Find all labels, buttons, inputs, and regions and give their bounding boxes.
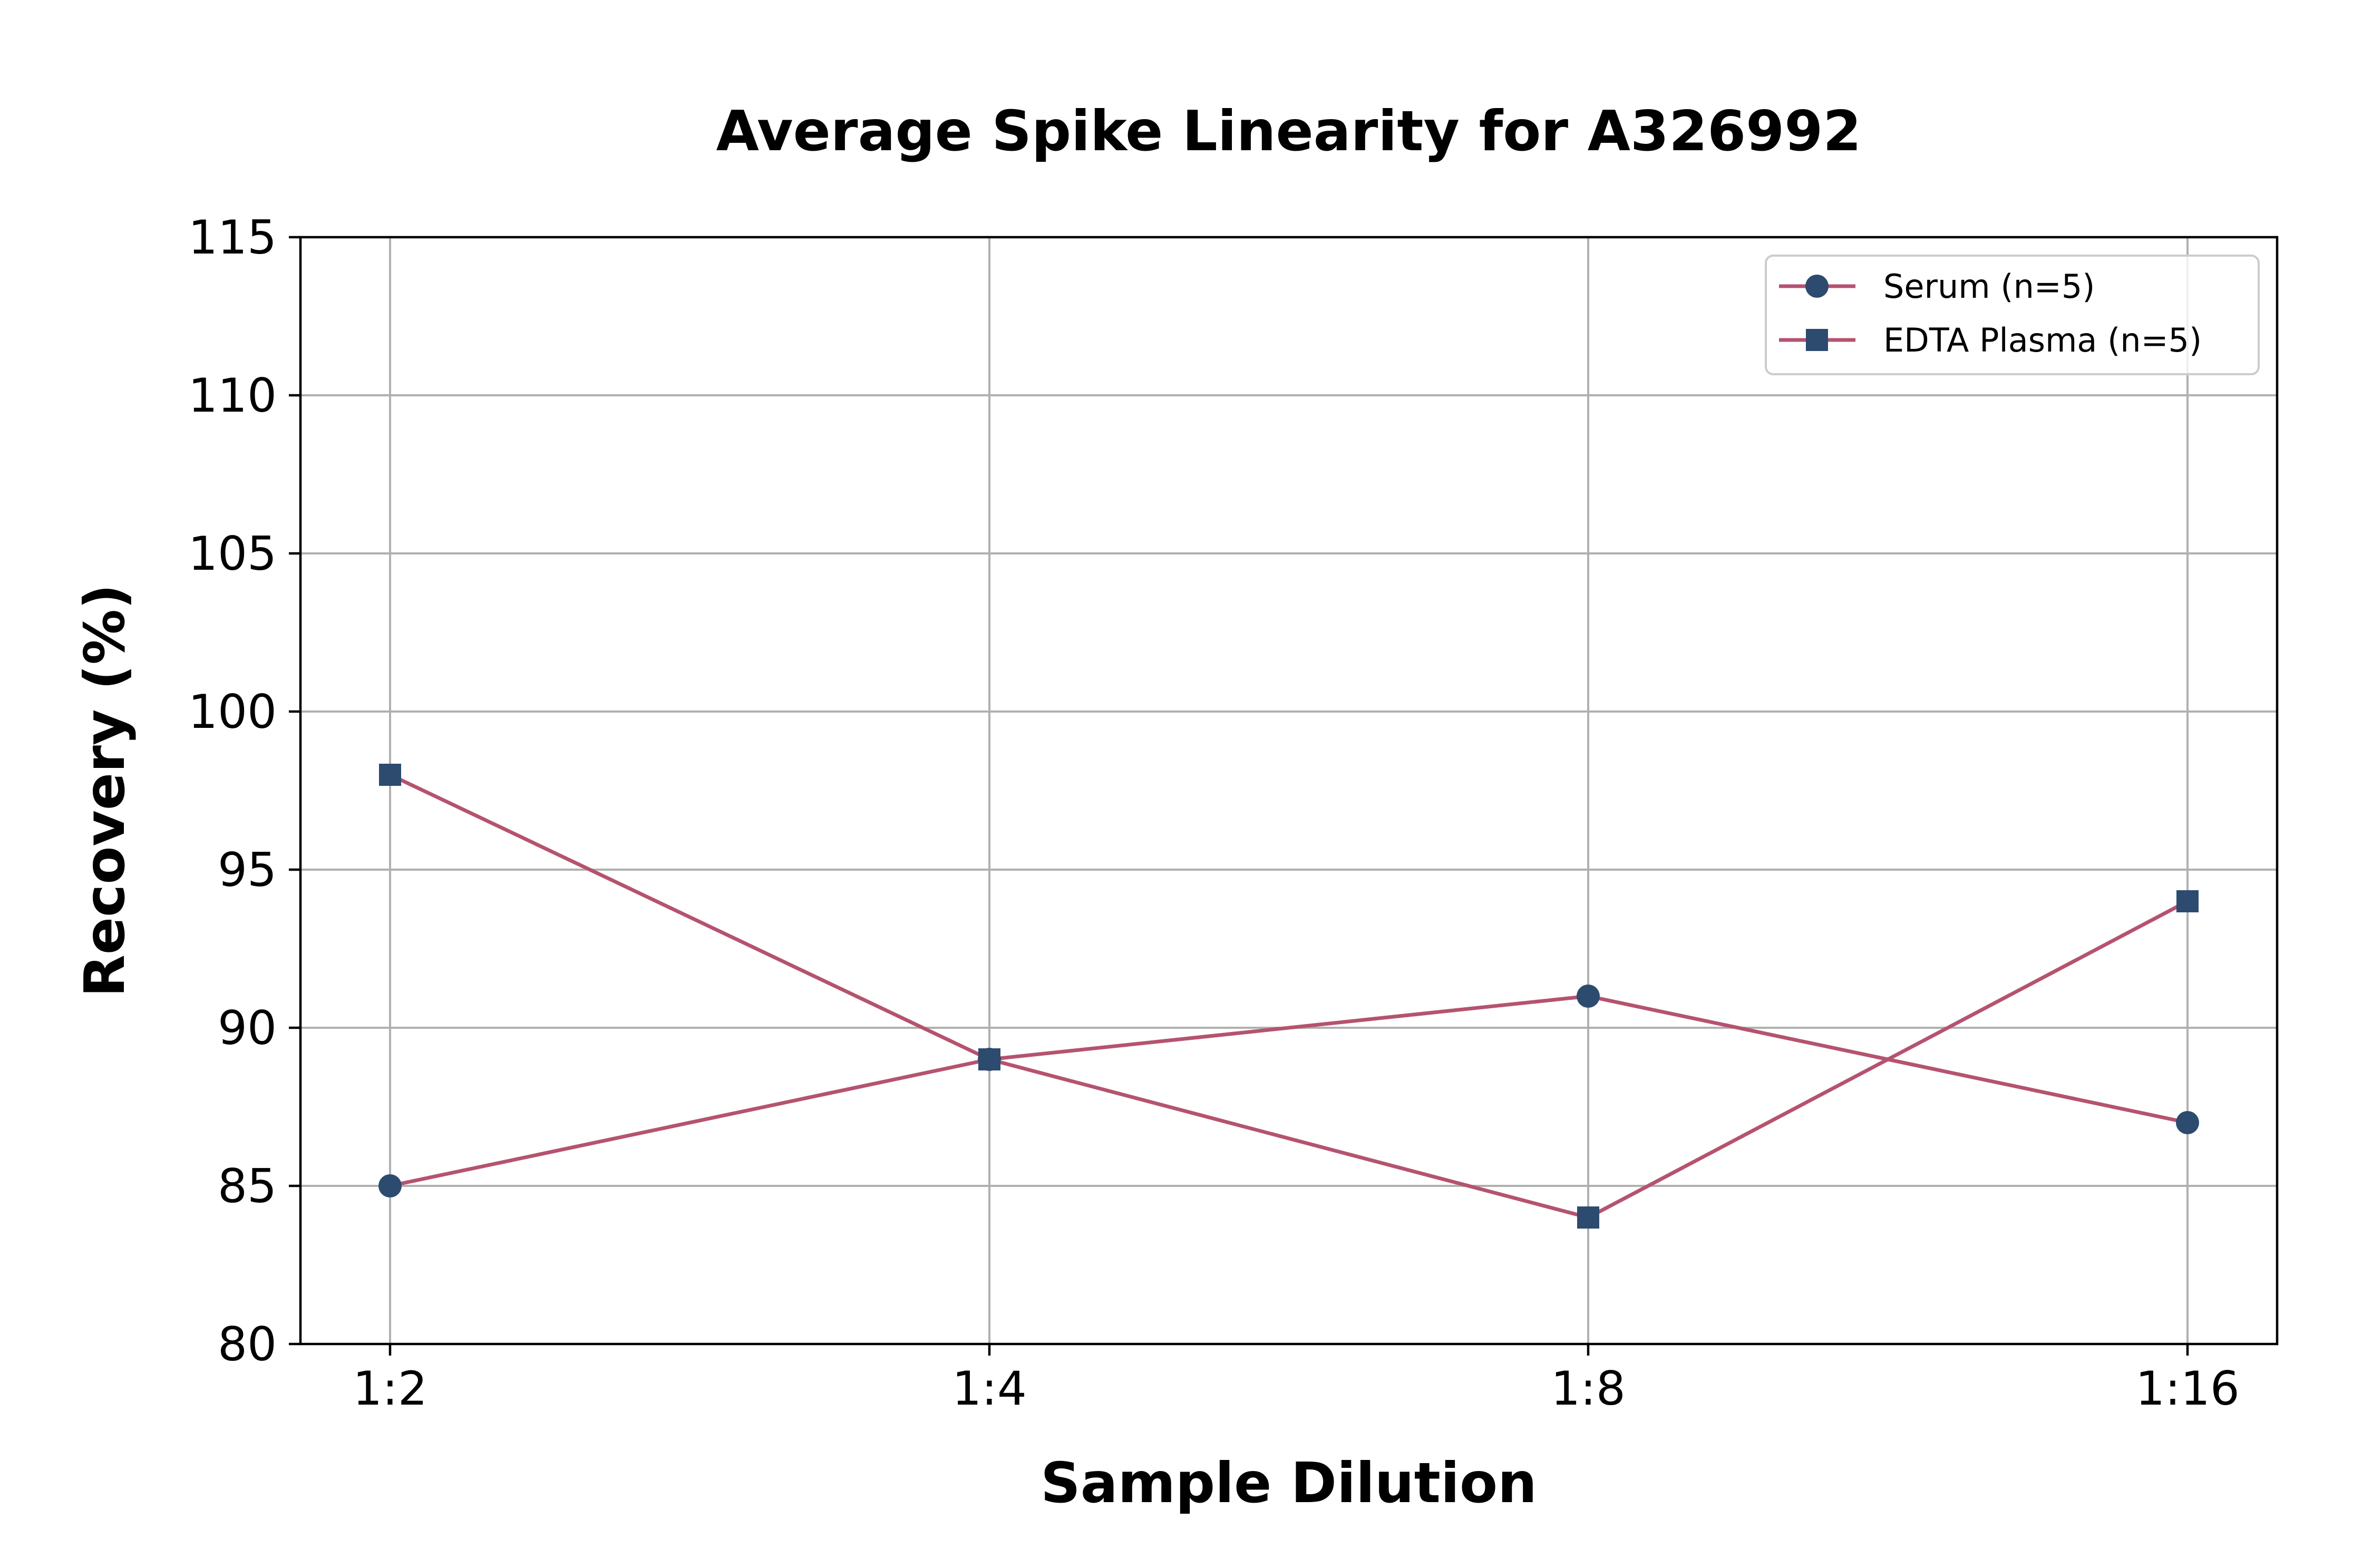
legend: Serum (n=5) EDTA Plasma (n=5): [1765, 255, 2260, 375]
plot-area-frame: [299, 236, 2279, 1346]
y-tick-label: 115: [188, 210, 277, 265]
y-tick-label: 85: [218, 1159, 277, 1213]
data-point-edta-plasma-n-5: [379, 764, 401, 786]
legend-box: [1765, 255, 2260, 375]
y-axis-label: Recovery (%): [73, 584, 137, 997]
legend-entry-serum: Serum (n=5): [1779, 267, 2095, 306]
series-edta-plasma-n-5: [379, 764, 2199, 1229]
legend-label-serum: Serum (n=5): [1883, 267, 2095, 306]
x-tick-label: 1:4: [952, 1361, 1027, 1416]
data-point-edta-plasma-n-5: [1577, 1206, 1599, 1229]
data-point-serum-n-5: [2176, 1111, 2199, 1134]
x-axis-label: Sample Dilution: [1041, 1451, 1537, 1515]
data-point-edta-plasma-n-5: [2176, 890, 2199, 912]
x-tick-label: 1:8: [1551, 1361, 1626, 1416]
y-tick-label: 100: [188, 685, 277, 739]
legend-circle-marker-icon: [1805, 275, 1829, 298]
data-point-serum-n-5: [378, 1174, 402, 1197]
y-tick-label: 90: [218, 1001, 277, 1055]
legend-label-edta-plasma: EDTA Plasma (n=5): [1883, 321, 2202, 359]
y-tick-label: 80: [218, 1317, 277, 1371]
tick-layer: 1:2 1:4 1:8 1:16 80 85 90 95 100 105 110 115: [188, 210, 2240, 1416]
series-line-serum-n-5: [388, 994, 2190, 1188]
legend-square-marker-icon: [1806, 329, 1828, 351]
legend-entry-edta-plasma: EDTA Plasma (n=5): [1779, 321, 2202, 359]
series-line-edta-plasma-n-5: [388, 773, 2190, 1220]
series-layer: [378, 764, 2199, 1229]
grid-layer: [300, 236, 2277, 1345]
y-tick-label: 95: [218, 843, 277, 897]
y-tick-label: 105: [188, 527, 277, 581]
series-serum-n-5: [378, 985, 2199, 1197]
chart-title: Average Spike Linearity for A326992: [716, 99, 1862, 163]
data-point-edta-plasma-n-5: [978, 1048, 1000, 1070]
x-tick-label: 1:16: [2135, 1361, 2240, 1416]
y-tick-label: 110: [188, 368, 277, 423]
x-tick-label: 1:2: [353, 1361, 427, 1416]
data-point-serum-n-5: [1577, 985, 1600, 1008]
